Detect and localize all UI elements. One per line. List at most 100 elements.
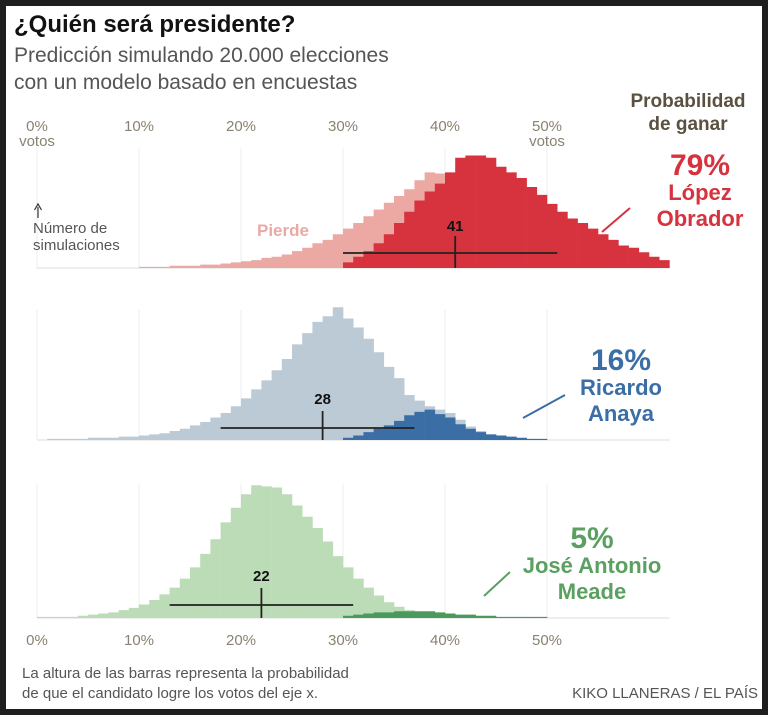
bar (261, 486, 272, 618)
bar (485, 434, 497, 440)
candidate-name: López (668, 180, 732, 205)
bar (88, 614, 99, 618)
bar (251, 485, 262, 618)
bar (271, 370, 283, 440)
probability: 5% (570, 522, 613, 555)
bar (394, 378, 405, 440)
bar (485, 615, 497, 618)
bar (353, 435, 364, 440)
bar (414, 611, 425, 618)
bar (536, 194, 548, 268)
bar (649, 256, 660, 268)
bar (434, 183, 446, 268)
bar (506, 172, 517, 268)
bar (577, 223, 589, 268)
bar (383, 234, 395, 268)
bar (618, 245, 629, 268)
bar (424, 409, 436, 440)
bar (108, 437, 119, 440)
bar (496, 616, 507, 618)
bar (536, 438, 548, 440)
credit: KIKO LLANERAS / EL PAÍS (572, 685, 758, 702)
bar (271, 256, 283, 268)
candidate-name: Anaya (588, 401, 655, 426)
bar (373, 612, 385, 618)
prob-header: Probabilidad (630, 91, 745, 112)
x-tick-label: 50% (532, 118, 562, 135)
bar (281, 494, 293, 618)
bar (363, 216, 374, 268)
bar (128, 607, 140, 618)
bar (139, 604, 150, 618)
bar (526, 187, 538, 268)
bar (394, 223, 405, 268)
bar (363, 338, 374, 440)
bar (526, 616, 538, 618)
bar (424, 611, 436, 618)
candidate-name: Meade (558, 579, 626, 604)
bar (149, 266, 160, 268)
bar (516, 437, 527, 440)
bar (179, 265, 191, 268)
bar (526, 438, 538, 440)
bar (353, 223, 364, 268)
candidate-name: José Antonio (523, 553, 662, 578)
bar (312, 243, 323, 268)
bar (139, 266, 150, 268)
candidate-name: Obrador (657, 206, 744, 231)
bar (343, 615, 354, 618)
arrow-head (33, 202, 43, 211)
bar (506, 436, 517, 440)
bar (475, 615, 487, 618)
bar (455, 614, 466, 618)
bar (567, 218, 578, 268)
bar (149, 434, 160, 440)
bar (424, 191, 436, 268)
bar (179, 428, 191, 440)
bar (496, 166, 507, 268)
bar (373, 243, 385, 268)
bar (414, 200, 425, 268)
bar (190, 265, 201, 268)
probability: 79% (670, 149, 730, 182)
bar (149, 600, 160, 618)
bar (47, 438, 58, 440)
bar (47, 616, 58, 618)
bar (404, 611, 415, 618)
bar (118, 436, 130, 440)
bar (332, 307, 344, 440)
bar (159, 594, 170, 618)
bar (220, 522, 232, 618)
bar (516, 616, 527, 618)
bar (98, 613, 109, 618)
annotation: simulaciones (33, 237, 120, 254)
bar (179, 578, 191, 618)
bar (445, 417, 456, 440)
bar (322, 316, 334, 440)
bar (353, 578, 364, 618)
bar (292, 505, 303, 618)
bar (128, 436, 140, 440)
x-tick-label: 30% (328, 632, 358, 649)
bar (139, 435, 150, 440)
bar (241, 494, 252, 618)
bars (37, 155, 670, 618)
title: ¿Quién será presidente? (14, 11, 295, 38)
bar (475, 155, 487, 268)
bar (394, 611, 405, 618)
bar (343, 318, 354, 440)
foreground: ¿Quién será presidente? Predicción simula… (14, 11, 758, 702)
bar (322, 541, 334, 618)
leader-line (601, 207, 631, 233)
bar (506, 616, 517, 618)
bar (302, 333, 313, 440)
bar (659, 260, 670, 268)
bar (434, 414, 446, 440)
x-tick-label: 50% (532, 632, 562, 649)
bar (547, 203, 558, 268)
bar (465, 614, 476, 618)
bar (536, 616, 548, 618)
bar (200, 422, 211, 440)
bar (190, 567, 201, 618)
bar (414, 411, 425, 440)
